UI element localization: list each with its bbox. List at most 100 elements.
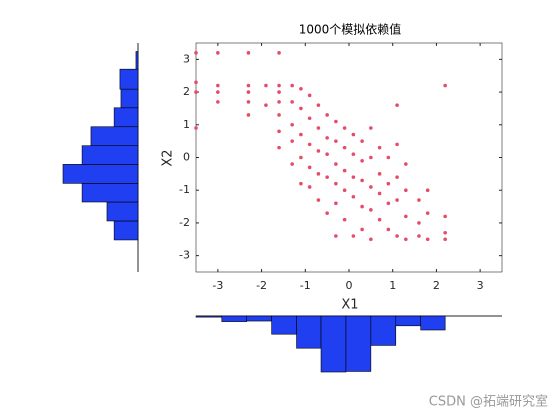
point (307, 142, 312, 147)
point (395, 234, 399, 238)
point (264, 83, 268, 88)
x-tick-label: 1 (389, 279, 396, 292)
point (360, 227, 364, 232)
chart-title: 1000个模拟依赖值 (299, 22, 402, 37)
point (377, 145, 382, 150)
point (351, 175, 356, 179)
point (342, 217, 347, 222)
point (404, 188, 408, 193)
point (360, 178, 364, 183)
bar (81, 183, 139, 203)
point (369, 185, 373, 189)
point (342, 188, 347, 193)
point (299, 155, 303, 160)
point (316, 198, 321, 202)
point (417, 221, 421, 225)
point (417, 234, 421, 238)
point (334, 234, 338, 238)
y-tick-label: 1 (183, 118, 190, 131)
point (386, 155, 391, 160)
point (290, 122, 294, 127)
bar (120, 88, 139, 109)
bar (195, 315, 223, 318)
bar (246, 315, 272, 322)
y-tick-label: -3 (179, 249, 190, 262)
point (377, 217, 382, 222)
point (290, 162, 294, 166)
point (290, 100, 294, 104)
point (325, 136, 329, 140)
point (443, 237, 447, 242)
point (369, 126, 373, 130)
x-tick-label: -2 (256, 279, 267, 292)
point (425, 188, 430, 193)
bar (90, 126, 139, 147)
bar (395, 315, 421, 327)
point (325, 175, 329, 179)
point (325, 211, 329, 215)
y-tick-label: 2 (183, 85, 190, 98)
point (377, 172, 382, 176)
point (404, 214, 408, 219)
point (307, 93, 312, 98)
point (395, 198, 399, 202)
point (404, 162, 408, 166)
point (342, 168, 347, 173)
bar (271, 315, 297, 335)
point (386, 181, 391, 186)
y-axis-label: X2 (161, 149, 176, 166)
point (351, 234, 356, 238)
point (404, 237, 408, 242)
point (277, 113, 281, 117)
point (316, 126, 321, 130)
point (246, 100, 251, 104)
point (194, 126, 198, 130)
point (290, 139, 294, 143)
point (277, 83, 281, 88)
bar (113, 220, 139, 241)
x-tick-label: 2 (433, 279, 440, 292)
point (246, 113, 251, 117)
point (299, 132, 303, 137)
point (277, 100, 281, 104)
point (342, 126, 347, 130)
point (395, 103, 399, 107)
bar (296, 315, 322, 349)
point (299, 106, 303, 111)
point (360, 158, 364, 163)
point (334, 162, 338, 166)
point (246, 90, 251, 94)
point (334, 181, 338, 186)
x-tick-label: 3 (477, 279, 484, 292)
point (334, 119, 338, 124)
point (194, 51, 198, 55)
bar (62, 164, 139, 184)
y-tick-label: -1 (179, 183, 190, 196)
point (334, 201, 338, 206)
bar (221, 315, 248, 322)
point (246, 83, 251, 88)
point (277, 90, 281, 94)
point (316, 103, 321, 107)
point (377, 191, 382, 196)
watermark: CSDN @拓端研究室 (429, 394, 548, 410)
point (360, 139, 364, 143)
point (425, 211, 430, 215)
point (443, 214, 447, 219)
point (277, 129, 281, 134)
point (369, 155, 373, 160)
point (351, 194, 356, 199)
bar (370, 315, 397, 346)
point (216, 83, 220, 88)
point (299, 181, 303, 186)
point (316, 172, 321, 176)
point (246, 51, 251, 55)
y-tick-label: 3 (183, 52, 190, 65)
point (299, 87, 303, 91)
point (216, 90, 220, 94)
point (307, 116, 312, 121)
point (443, 83, 447, 88)
point (386, 201, 391, 206)
point (194, 80, 198, 85)
